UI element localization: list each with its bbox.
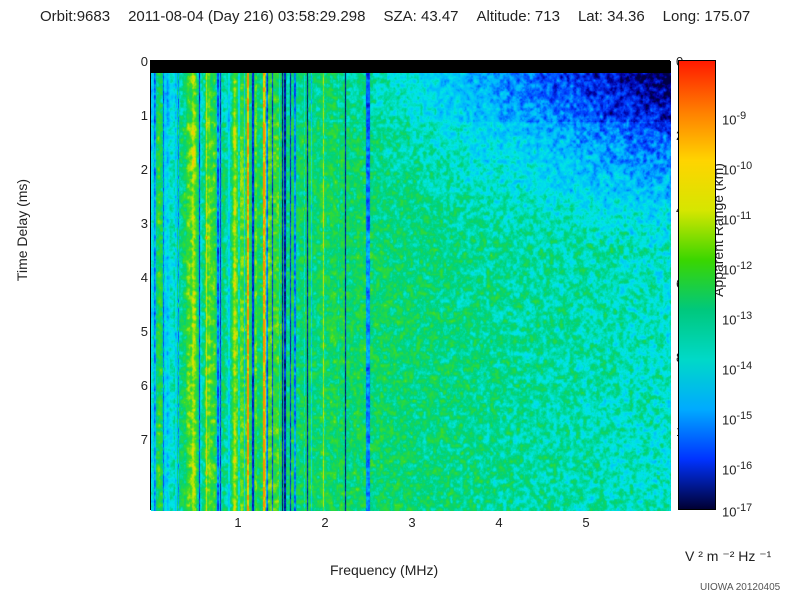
- header-bar: Orbit: 9683 2011-08-04 (Day 216) 03:58:2…: [40, 8, 790, 28]
- colorbar-unit-label: V ² m ⁻² Hz ⁻¹: [685, 548, 771, 565]
- y-left-tick-7: 7: [128, 432, 148, 447]
- y-left-tick-0: 0: [128, 54, 148, 69]
- cb-tick-4: 10-13: [722, 310, 752, 327]
- y-left-tick-5: 5: [128, 324, 148, 339]
- cb-tick-5: 10-14: [722, 360, 752, 377]
- y-left-tick-4: 4: [128, 270, 148, 285]
- cb-tick-7: 10-16: [722, 460, 752, 477]
- datetime-label: 2011-08-04 (Day 216) 03:58:29.298: [128, 8, 365, 28]
- cb-tick-8: 10-17: [722, 502, 752, 519]
- cb-tick-0: 10-9: [722, 110, 746, 127]
- cb-tick-3: 10-12: [722, 260, 752, 277]
- x-tick-5: 5: [571, 515, 601, 530]
- cb-tick-1: 10-10: [722, 160, 752, 177]
- x-tick-4: 4: [484, 515, 514, 530]
- lat-label: Lat: 34.36: [578, 8, 645, 28]
- cb-tick-2: 10-11: [722, 210, 751, 227]
- y-left-tick-1: 1: [128, 108, 148, 123]
- orbit-label: Orbit: 9683: [40, 8, 110, 28]
- spectrogram-plot[interactable]: [150, 60, 670, 510]
- credit-text: UIOWA 20120405: [700, 582, 780, 593]
- y-left-tick-2: 2: [128, 162, 148, 177]
- heatmap-canvas[interactable]: [151, 61, 671, 511]
- cb-tick-6: 10-15: [722, 410, 752, 427]
- y-left-tick-3: 3: [128, 216, 148, 231]
- y-left-tick-6: 6: [128, 378, 148, 393]
- altitude-label: Altitude: 713: [477, 8, 560, 28]
- sza-label: SZA: 43.47: [383, 8, 458, 28]
- colorbar-gradient: [678, 60, 716, 510]
- long-label: Long: 175.07: [663, 8, 751, 28]
- x-tick-1: 1: [223, 515, 253, 530]
- x-tick-3: 3: [397, 515, 427, 530]
- saturated-top-band: [151, 61, 671, 73]
- y-axis-title-left: Time Delay (ms): [14, 179, 30, 281]
- x-tick-2: 2: [310, 515, 340, 530]
- colorbar[interactable]: 10-9 10-10 10-11 10-12 10-13 10-14 10-15…: [678, 60, 716, 510]
- x-axis-title: Frequency (MHz): [330, 562, 438, 578]
